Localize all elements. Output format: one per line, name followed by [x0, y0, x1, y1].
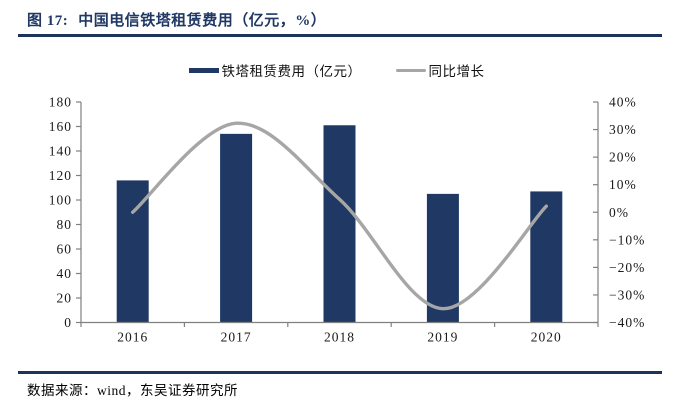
right-axis-tick-label: −30%	[609, 287, 645, 302]
footer-rule	[18, 371, 662, 374]
right-axis-tick-label: −20%	[609, 260, 645, 275]
left-axis-tick-label: 20	[57, 291, 73, 306]
bar-2020	[530, 191, 563, 323]
bar-2017	[220, 133, 253, 323]
legend-entry-line: 同比增长	[395, 60, 485, 80]
left-axis-tick-label: 160	[49, 119, 72, 134]
x-axis-category-label: 2020	[531, 330, 562, 345]
right-axis-tick-label: 20%	[609, 150, 637, 165]
right-axis-tick-label: −10%	[609, 232, 645, 247]
left-axis-tick-label: 120	[49, 168, 72, 183]
bar-series	[116, 125, 563, 323]
x-axis-category-label: 2018	[324, 330, 355, 345]
bar-2018	[323, 125, 356, 323]
legend-bar-label: 铁塔租赁费用（亿元）	[221, 64, 362, 79]
right-axis-tick-label: −40%	[609, 315, 645, 330]
growth-curve	[131, 121, 548, 311]
figure-title: 图 17: 中国电信铁塔租赁费用（亿元，%）	[27, 9, 657, 30]
line-series	[131, 121, 548, 311]
left-axis-tick-label: 40	[57, 266, 73, 281]
left-axis-tick-label: 60	[57, 242, 73, 257]
bar-2016	[116, 180, 149, 323]
figure-title-text: 中国电信铁塔租赁费用（亿元，%）	[78, 13, 327, 29]
right-axis-tick-label: 10%	[609, 177, 637, 192]
right-axis-tick-label: 30%	[609, 122, 637, 137]
left-axis-tick-label: 140	[49, 144, 72, 159]
x-axis-category-label: 2017	[221, 330, 252, 345]
legend-bar-swatch	[188, 67, 219, 73]
right-axis-tick-label: 40%	[609, 95, 637, 110]
right-axis-tick-label: 0%	[609, 205, 629, 220]
axes	[76, 101, 599, 327]
data-source: 数据来源：wind，东吴证券研究所	[27, 383, 238, 398]
bar-2019	[426, 193, 459, 323]
left-axis-tick-label: 180	[49, 95, 72, 110]
legend-line-swatch	[395, 68, 426, 72]
legend-line-label: 同比增长	[428, 64, 485, 79]
title-rule	[18, 34, 662, 37]
left-axis-tick-label: 100	[49, 193, 72, 208]
x-axis-category-label: 2016	[117, 330, 148, 345]
left-axis-tick-label: 80	[57, 217, 73, 232]
chart-legend: 铁塔租赁费用（亿元） 同比增长	[0, 61, 673, 79]
axis-labels: 0 20 40 60 80 100 120 140 160 180 −40% −30% −20% −10%…	[49, 95, 645, 345]
figure-number: 图 17:	[27, 13, 69, 29]
legend-entry-bar: 铁塔租赁费用（亿元）	[188, 60, 362, 80]
left-axis-tick-label: 0	[64, 315, 72, 330]
x-axis-category-label: 2019	[427, 330, 458, 345]
